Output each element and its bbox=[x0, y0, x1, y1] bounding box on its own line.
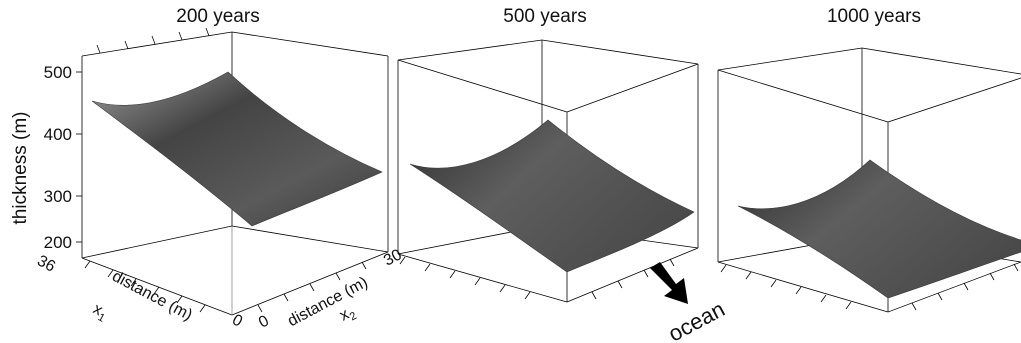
x2-tick-label: 0 bbox=[256, 312, 272, 331]
surface bbox=[737, 159, 1021, 299]
panel-3: 1000 years bbox=[717, 6, 1021, 313]
x2-tick-label: 30 bbox=[381, 246, 405, 269]
svg-text:x2: x2 bbox=[337, 303, 359, 327]
x1-tick-label: 0 bbox=[229, 311, 245, 330]
x1-ticks bbox=[84, 260, 206, 313]
y-axis-label: thickness (m) bbox=[10, 112, 31, 225]
surface bbox=[91, 71, 383, 227]
z-ticks bbox=[76, 71, 82, 243]
x2-sub: 2 bbox=[348, 310, 359, 323]
x1-axis-sublabel: x1 bbox=[89, 301, 111, 325]
z-tick-label: 400 bbox=[44, 125, 72, 144]
panel-title: 1000 years bbox=[827, 6, 921, 27]
x1-tick-label: 36 bbox=[34, 252, 58, 275]
panel-title: 200 years bbox=[176, 6, 259, 27]
panel-2: 500 years bbox=[397, 6, 729, 343]
panel-title: 500 years bbox=[503, 6, 586, 27]
x2-axis-sublabel: x2 bbox=[337, 303, 359, 327]
top-ticks bbox=[96, 27, 210, 54]
panel-1: 200 years 500 bbox=[10, 6, 405, 332]
surface bbox=[409, 119, 695, 273]
ocean-label: ocean bbox=[664, 296, 729, 343]
svg-text:x1: x1 bbox=[89, 301, 111, 325]
x1-ticks bbox=[720, 264, 852, 310]
z-tick-label: 300 bbox=[44, 187, 72, 206]
z-tick-label: 500 bbox=[44, 63, 72, 82]
x2-axis-label: distance (m) bbox=[285, 274, 371, 330]
ocean-arrow-icon bbox=[650, 262, 688, 304]
x1-sub: 1 bbox=[96, 311, 107, 324]
x2-ticks bbox=[257, 261, 367, 313]
x2-ticks bbox=[591, 258, 675, 300]
z-tick-label: 200 bbox=[44, 233, 72, 252]
x1-ticks bbox=[399, 256, 531, 300]
x2-ticks bbox=[911, 263, 1019, 311]
